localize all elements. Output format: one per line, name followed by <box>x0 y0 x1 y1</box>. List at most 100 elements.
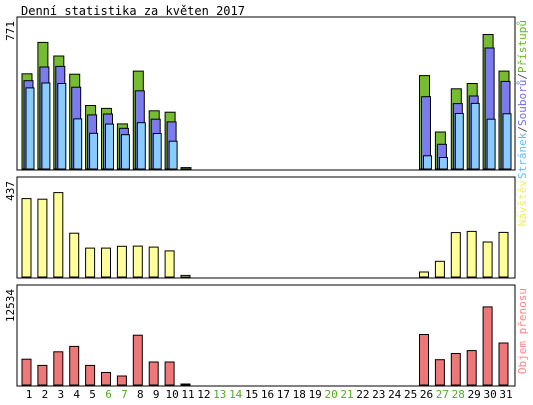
bar-visits-Návštěv-1 <box>21 198 32 278</box>
x-tick-label: 31 <box>499 388 512 401</box>
bar-visits-Návštěv-5 <box>85 247 96 278</box>
x-tick-label: 29 <box>468 388 481 401</box>
x-tick-label: 27 <box>436 388 449 401</box>
bar-volume-Objem přenosu-31 <box>498 342 509 386</box>
x-tick-label: 21 <box>340 388 353 401</box>
bar-volume-Objem přenosu-30 <box>482 306 493 386</box>
legend-entry: / <box>516 73 529 80</box>
bar-volume-Objem přenosu-27 <box>434 359 445 386</box>
bar-pages-Stránek-26 <box>423 155 432 170</box>
x-tick-label: 20 <box>324 388 337 401</box>
bar-pages-Stránek-30 <box>486 118 496 170</box>
bar-visits-Návštěv-7 <box>116 245 127 278</box>
x-tick-label: 2 <box>42 388 49 401</box>
x-tick-label: 8 <box>137 388 144 401</box>
x-axis-day-labels: 1 2 3 4 5 6 7 8 9 10 11 12 13 14 15 16 17 18 19 20 21 22 23 24 2… <box>26 388 513 401</box>
bar-visits-Návštěv-2 <box>37 198 48 278</box>
series-Objem přenosu <box>21 306 509 386</box>
chart-title: Denní statistika za květen 2017 <box>21 4 245 18</box>
panel-volume: 12534 Objem přenosu <box>4 284 529 387</box>
legend-entry: Stránek <box>516 132 529 179</box>
bar-volume-Objem přenosu-9 <box>148 361 159 386</box>
bar-volume-Objem přenosu-28 <box>450 353 461 386</box>
legend: Návštěv <box>516 180 529 227</box>
bar-volume-Objem přenosu-5 <box>85 364 96 386</box>
x-tick-label: 26 <box>420 388 433 401</box>
x-tick-label: 23 <box>372 388 385 401</box>
bar-visits-Návštěv-29 <box>466 230 477 278</box>
bar-visits-Návštěv-11 <box>180 274 191 278</box>
x-tick-label: 14 <box>229 388 243 401</box>
x-tick-label: 30 <box>483 388 496 401</box>
bar-volume-Objem přenosu-2 <box>37 364 48 386</box>
y-max-label: 771 <box>4 21 17 41</box>
bar-pages-Stránek-7 <box>120 134 130 170</box>
legend-entry: Návštěv <box>516 180 529 227</box>
legend: Objem přenosu <box>516 288 529 374</box>
bar-visits-Návštěv-6 <box>101 247 111 278</box>
x-tick-label: 18 <box>293 388 306 401</box>
x-tick-label: 4 <box>73 388 80 401</box>
x-tick-label: 17 <box>277 388 290 401</box>
bar-pages-Stránek-27 <box>438 157 448 170</box>
legend-entry: Souborů <box>516 80 529 126</box>
bar-pages-Stránek-1 <box>25 87 35 170</box>
bar-visits-Návštěv-10 <box>164 250 175 278</box>
bar-pages-Stránek-3 <box>57 83 67 170</box>
bar-volume-Objem přenosu-10 <box>164 361 175 386</box>
bar-volume-Objem přenosu-8 <box>132 334 143 386</box>
bar-visits-Návštěv-26 <box>419 271 429 278</box>
bar-pages-Přístupů-11 <box>180 167 192 170</box>
panel-frame <box>16 176 516 279</box>
bar-pages-Stránek-9 <box>152 133 162 170</box>
x-tick-label: 3 <box>57 388 64 401</box>
x-tick-label: 22 <box>356 388 369 401</box>
bar-pages-Stránek-2 <box>41 82 51 170</box>
bar-pages-Stránek-4 <box>73 118 83 170</box>
x-tick-label: 16 <box>261 388 274 401</box>
bar-visits-Návštěv-30 <box>482 241 493 278</box>
x-tick-label: 24 <box>388 388 402 401</box>
series-Návštěv <box>21 192 509 278</box>
panel-frame <box>16 284 516 387</box>
bar-volume-Objem přenosu-29 <box>466 350 477 386</box>
panel-visits: 437 Návštěv <box>4 176 529 279</box>
bar-pages-Stránek-5 <box>89 132 99 170</box>
legend-entry: / <box>516 126 529 133</box>
x-tick-label: 11 <box>181 388 194 401</box>
bar-visits-Návštěv-9 <box>148 246 159 278</box>
bar-pages-Stránek-8 <box>136 122 146 170</box>
x-tick-label: 19 <box>309 388 322 401</box>
x-tick-label: 10 <box>165 388 178 401</box>
x-tick-label: 25 <box>404 388 417 401</box>
x-tick-label: 15 <box>245 388 258 401</box>
legend-entry: Objem přenosu <box>516 288 529 374</box>
x-tick-label: 28 <box>452 388 465 401</box>
legend-entry: Přístupů <box>516 20 529 73</box>
legend: Stránek/Souborů/Přístupů <box>516 20 529 179</box>
bar-volume-Objem přenosu-26 <box>419 334 429 386</box>
bar-pages-Stránek-31 <box>502 113 512 170</box>
y-max-label: 12534 <box>4 289 17 322</box>
x-tick-label: 12 <box>197 388 210 401</box>
y-max-label: 437 <box>4 181 17 201</box>
bar-volume-Objem přenosu-4 <box>69 345 80 386</box>
bar-pages-Stránek-6 <box>105 123 114 170</box>
x-tick-label: 9 <box>153 388 160 401</box>
bar-visits-Návštěv-27 <box>434 260 445 278</box>
bar-volume-Objem přenosu-11 <box>180 383 191 386</box>
series-Stránek <box>25 82 512 170</box>
x-tick-label: 6 <box>105 388 112 401</box>
bar-volume-Objem přenosu-6 <box>101 372 111 386</box>
bar-volume-Objem přenosu-7 <box>116 375 127 386</box>
bar-volume-Objem přenosu-3 <box>53 351 64 386</box>
bar-visits-Návštěv-4 <box>69 232 80 278</box>
bar-volume-Objem přenosu-1 <box>21 358 32 386</box>
bar-pages-Stránek-28 <box>454 113 464 170</box>
bar-pages-Stránek-10 <box>168 140 178 170</box>
bar-visits-Návštěv-3 <box>53 192 64 278</box>
x-tick-label: 5 <box>89 388 96 401</box>
